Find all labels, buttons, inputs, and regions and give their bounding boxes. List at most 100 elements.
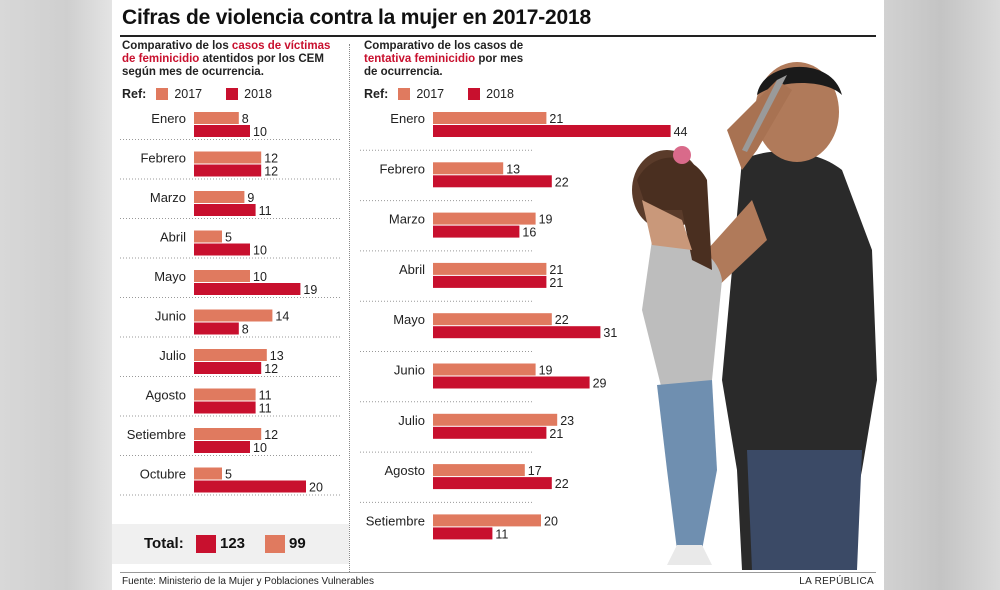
category-label: Mayo (154, 269, 186, 284)
bar-2017-marzo (433, 212, 536, 225)
totals-box: Total: 123 99 (112, 524, 349, 564)
bar-value-label: 11 (259, 204, 272, 218)
bar-2018-mayo (194, 283, 301, 295)
legend-2017-label: 2017 (174, 87, 203, 101)
category-label: Junio (155, 309, 186, 324)
bar-2018-setiembre (194, 441, 250, 453)
bar-2017-agosto (433, 464, 525, 477)
photo-illustration (632, 62, 877, 570)
bar-value-label: 10 (253, 441, 267, 455)
bar-2018-setiembre (433, 527, 493, 540)
bar-2017-agosto (194, 388, 256, 401)
man-figure (662, 62, 877, 570)
column-divider (349, 44, 350, 572)
footer-rule (120, 572, 876, 573)
bar-value-label: 19 (303, 283, 317, 297)
category-label: Febrero (379, 161, 425, 176)
legend-2018-swatch (226, 88, 239, 100)
left-subtitle-part-2: atentidos por los CEM según mes de ocurr… (122, 53, 324, 78)
bar-value-label: 8 (242, 323, 249, 337)
bar-value-label: 5 (225, 468, 232, 482)
legend-2018-swatch (468, 88, 481, 100)
bar-value-label: 22 (555, 175, 569, 189)
right-subtitle-part-1: tentativa feminicidio (364, 53, 476, 65)
source-note: Fuente: Ministerio de la Mujer y Poblaci… (122, 576, 374, 587)
bar-2017-mayo (194, 270, 250, 282)
bar-2018-agosto (194, 401, 256, 414)
bar-value-label: 17 (528, 464, 542, 478)
infographic-panel: Cifras de violencia contra la mujer en 2… (112, 0, 884, 590)
title-rule (120, 35, 876, 37)
bar-2018-julio (194, 362, 262, 374)
totals-2017-value: 99 (289, 535, 306, 552)
bar-2017-abril (194, 230, 222, 243)
legend-ref: Ref: (122, 87, 147, 101)
bar-value-label: 12 (264, 152, 278, 166)
bar-2018-junio (194, 322, 239, 335)
category-label: Setiembre (127, 427, 186, 442)
bar-value-label: 13 (270, 349, 284, 363)
bar-2017-junio (433, 363, 536, 376)
bar-2017-enero (194, 112, 239, 124)
category-label: Julio (159, 348, 186, 363)
bar-value-label: 10 (253, 270, 267, 284)
bar-2017-mayo (433, 313, 552, 326)
legend-2017-swatch (398, 88, 411, 100)
category-label: Agosto (385, 463, 425, 478)
legend-2018-label: 2018 (244, 87, 272, 101)
category-label: Abril (160, 230, 186, 245)
totals-2017-swatch (265, 535, 285, 553)
bar-value-label: 23 (560, 414, 574, 428)
bar-2017-setiembre (194, 428, 262, 440)
category-label: Enero (390, 111, 425, 126)
category-label: Enero (151, 111, 186, 126)
bar-2017-julio (194, 349, 267, 361)
bar-2018-abril (194, 243, 250, 256)
bar-2018-marzo (433, 225, 520, 238)
right-subtitle-part-0: Comparativo de los casos de (364, 40, 524, 52)
right-chart-legend: Ref: 2017 2018 (364, 87, 532, 101)
bar-2018-enero (433, 125, 671, 137)
bar-value-label: 19 (539, 364, 553, 378)
bar-2018-julio (433, 426, 547, 439)
bar-2018-junio (433, 376, 590, 389)
right-chart-subtitle: Comparativo de los casos de tentativa fe… (364, 40, 534, 79)
bar-2017-julio (433, 413, 558, 426)
bar-2017-junio (194, 309, 273, 322)
bar-2018-marzo (194, 204, 256, 216)
bar-2018-enero (194, 125, 250, 137)
category-label: Junio (394, 363, 425, 378)
category-label: Octubre (140, 467, 186, 482)
bar-2017-setiembre (433, 514, 541, 527)
bar-2017-febrero (194, 151, 262, 164)
bar-value-label: 31 (603, 326, 617, 340)
category-label: Agosto (146, 388, 186, 403)
bar-2017-marzo (194, 191, 245, 203)
bar-value-label: 14 (275, 310, 289, 324)
bar-2017-octubre (194, 467, 222, 480)
bar-2018-octubre (194, 480, 306, 493)
bar-2018-agosto (433, 477, 552, 490)
page-title: Cifras de violencia contra la mujer en 2… (122, 6, 591, 29)
bar-value-label: 13 (506, 162, 520, 176)
bar-value-label: 8 (242, 112, 249, 126)
totals-2018-swatch (196, 535, 216, 553)
bar-value-label: 21 (549, 427, 563, 441)
category-label: Mayo (393, 312, 425, 327)
bar-value-label: 11 (495, 527, 508, 541)
bar-2017-abril (433, 262, 547, 275)
category-label: Marzo (150, 190, 186, 205)
bar-value-label: 44 (674, 125, 688, 139)
totals-label: Total: (144, 535, 184, 552)
left-chart-subtitle: Comparativo de los casos de víctimas de … (122, 40, 342, 79)
bar-value-label: 21 (549, 263, 563, 277)
legend-ref: Ref: (364, 87, 389, 101)
category-label: Marzo (389, 212, 425, 227)
left-subtitle-part-0: Comparativo de los (122, 40, 232, 52)
bar-value-label: 12 (264, 165, 278, 179)
bar-value-label: 21 (549, 276, 563, 290)
legend-2017-swatch (156, 88, 169, 100)
legend-2018-label: 2018 (486, 87, 514, 101)
right-subtitle-part-2: por mes de ocurrencia. (364, 53, 524, 78)
